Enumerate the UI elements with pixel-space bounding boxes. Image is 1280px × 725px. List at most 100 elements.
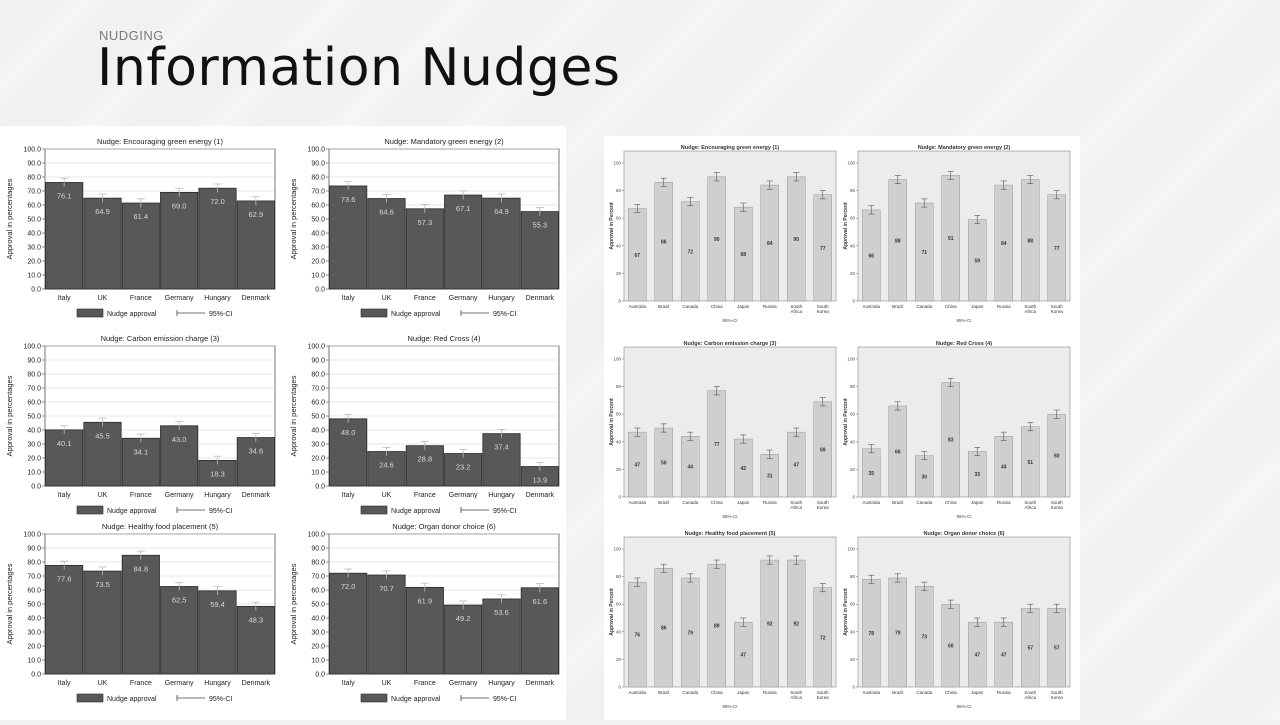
europe-chart-5: Nudge: Healthy food placement (5) 0.0 10.0… xyxy=(5,522,276,703)
x-tick-label: South xyxy=(790,500,802,505)
x-axis-label: 95%-CI xyxy=(956,704,971,709)
x-tick-label: Germany xyxy=(165,492,194,499)
x-tick-label: Korea xyxy=(817,309,830,314)
y-tick-label: 20 xyxy=(850,467,856,472)
y-tick-label: 60.0 xyxy=(27,203,41,210)
data-label: 35 xyxy=(868,471,874,477)
data-label: 92 xyxy=(793,622,799,628)
x-tick-label: Italy xyxy=(58,492,71,499)
y-tick-label: 90.0 xyxy=(311,546,325,553)
y-tick-label: 0.0 xyxy=(315,672,325,679)
y-tick-label: 60.0 xyxy=(311,203,325,210)
y-tick-label: 70.0 xyxy=(27,386,41,393)
x-tick-label: Hungary xyxy=(204,492,231,499)
x-tick-label: Germany xyxy=(449,680,478,687)
data-label: 62.5 xyxy=(172,596,187,605)
x-tick-label: Canada xyxy=(916,500,932,505)
y-tick-label: 80 xyxy=(616,384,622,389)
europe-chart-4: Nudge: Red Cross (4) 0.0 10.0 20.0 30.0 40.0 5… xyxy=(289,334,560,515)
y-axis-label: Approval in Percent xyxy=(843,588,849,636)
x-axis-label: 95%-CI xyxy=(956,514,971,519)
data-label: 84.8 xyxy=(134,564,149,573)
x-tick-label: Canada xyxy=(682,304,698,309)
data-label: 70.7 xyxy=(379,584,394,593)
bar xyxy=(160,192,199,290)
y-tick-label: 50.0 xyxy=(27,414,41,421)
y-tick-label: 10.0 xyxy=(311,470,325,477)
international-charts-svg: Nudge: Encouraging green energy (1) 0 20 40… xyxy=(609,145,1071,709)
x-tick-label: Brazil xyxy=(658,304,669,309)
y-axis-label: Approval in percentages xyxy=(5,375,14,456)
x-tick-label: Russia xyxy=(763,690,777,695)
y-axis-label: Approval in percentages xyxy=(289,375,298,456)
data-label: 37.4 xyxy=(494,443,509,452)
y-tick-label: 0.0 xyxy=(31,484,41,491)
bar xyxy=(121,554,160,675)
y-axis-label: Approval in percentages xyxy=(289,563,298,644)
x-axis-label: 95%-CI xyxy=(722,514,737,519)
bar xyxy=(520,211,559,290)
legend-ci-label: 95%-CI xyxy=(493,696,516,703)
data-label: 91 xyxy=(948,236,954,242)
y-axis-label: Approval in Percent xyxy=(609,588,615,636)
x-tick-label: UK xyxy=(382,295,392,302)
y-tick-label: 60.0 xyxy=(311,588,325,595)
x-tick-label: Korea xyxy=(1051,695,1064,700)
y-tick-label: 50.0 xyxy=(311,602,325,609)
x-tick-label: Japan xyxy=(737,690,750,695)
y-tick-label: 40.0 xyxy=(27,231,41,238)
chart-title: Nudge: Organ donor choice (6) xyxy=(924,531,1005,537)
x-tick-label: China xyxy=(945,690,957,695)
y-tick-label: 60 xyxy=(850,216,856,221)
international-chart-4: Nudge: Red Cross (4) 0 20 40 60 80 100 Approval… xyxy=(843,341,1071,519)
x-tick-label: Canada xyxy=(916,690,932,695)
bar xyxy=(405,586,444,675)
data-label: 72.0 xyxy=(210,197,225,206)
x-tick-label: Canada xyxy=(916,304,932,309)
data-label: 43.0 xyxy=(172,435,187,444)
y-tick-label: 40.0 xyxy=(27,428,41,435)
bar xyxy=(160,586,199,675)
bar xyxy=(405,208,444,290)
data-label: 78 xyxy=(868,631,874,637)
x-tick-label: South xyxy=(817,500,829,505)
data-label: 69 xyxy=(820,447,826,453)
y-tick-label: 90.0 xyxy=(311,161,325,168)
data-label: 69.0 xyxy=(172,201,187,210)
x-tick-label: Russia xyxy=(997,304,1011,309)
bar xyxy=(236,200,275,290)
bar xyxy=(236,437,275,487)
chart-title: Nudge: Encouraging green energy (1) xyxy=(97,137,223,146)
x-tick-label: Australia xyxy=(628,304,646,309)
x-tick-label: South xyxy=(790,304,802,309)
data-label: 57.3 xyxy=(418,218,433,227)
y-tick-label: 100 xyxy=(613,357,621,362)
y-tick-label: 20 xyxy=(616,271,622,276)
data-label: 92 xyxy=(767,622,773,628)
data-label: 88 xyxy=(895,238,901,244)
section-label: NUDGING xyxy=(99,28,164,43)
y-tick-label: 80.0 xyxy=(311,372,325,379)
x-tick-label: Brazil xyxy=(892,690,903,695)
y-tick-label: 100 xyxy=(847,161,855,166)
y-tick-label: 30.0 xyxy=(311,245,325,252)
legend-bar-swatch xyxy=(76,693,104,703)
x-tick-label: Germany xyxy=(449,492,478,499)
data-label: 34.6 xyxy=(249,447,264,456)
x-tick-label: UK xyxy=(98,680,108,687)
data-label: 71 xyxy=(921,250,927,256)
x-tick-label: Hungary xyxy=(204,295,231,302)
legend-ci-label: 95%-CI xyxy=(493,508,516,515)
data-label: 84 xyxy=(767,241,773,247)
x-tick-label: Korea xyxy=(1051,309,1064,314)
chart-title: Nudge: Encouraging green energy (1) xyxy=(681,145,780,151)
y-tick-label: 80.0 xyxy=(27,175,41,182)
y-tick-label: 30.0 xyxy=(311,442,325,449)
data-label: 72.0 xyxy=(341,582,356,591)
europe-charts-svg: Nudge: Encouraging green energy (1) 0.0 10… xyxy=(5,137,560,703)
x-tick-label: Korea xyxy=(817,505,830,510)
x-tick-label: Denmark xyxy=(526,492,555,499)
y-axis-label: Approval in Percent xyxy=(609,202,615,250)
data-label: 47 xyxy=(974,653,980,659)
y-tick-label: 80 xyxy=(850,384,856,389)
